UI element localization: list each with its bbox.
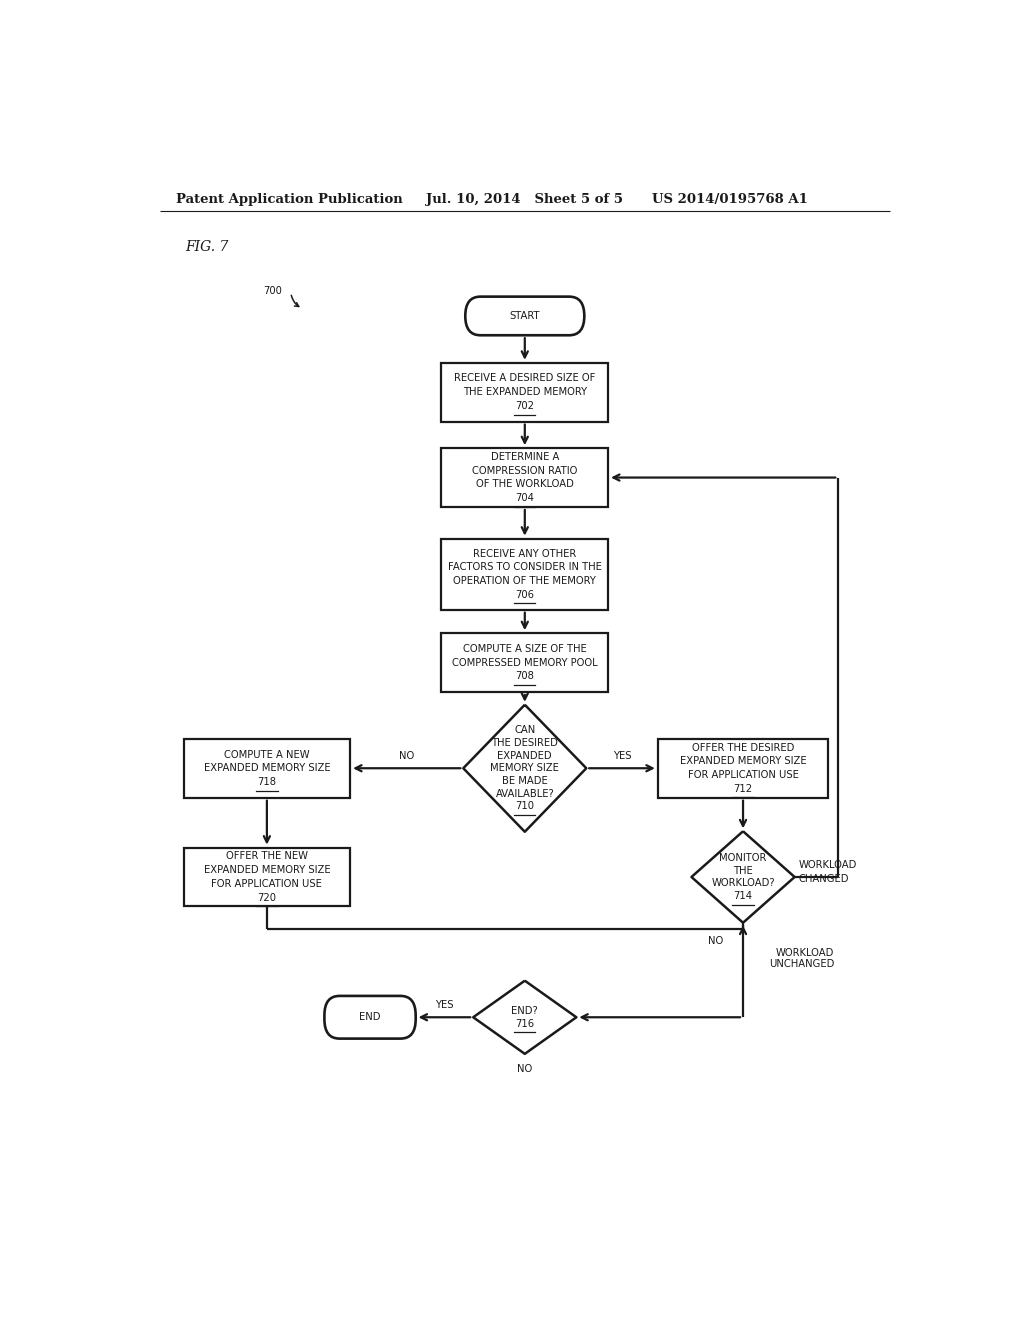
Text: NO: NO	[708, 936, 723, 946]
Bar	[441, 363, 608, 421]
Text: 708: 708	[515, 672, 535, 681]
Text: AVAILABLE?: AVAILABLE?	[496, 788, 554, 799]
Text: RECEIVE A DESIRED SIZE OF: RECEIVE A DESIRED SIZE OF	[454, 374, 596, 383]
Text: WORKLOAD
UNCHANGED: WORKLOAD UNCHANGED	[769, 948, 835, 969]
Text: 720: 720	[257, 892, 276, 903]
Text: CAN: CAN	[514, 725, 536, 735]
Bar	[183, 847, 350, 907]
Text: THE EXPANDED MEMORY: THE EXPANDED MEMORY	[463, 387, 587, 397]
Text: Jul. 10, 2014   Sheet 5 of 5: Jul. 10, 2014 Sheet 5 of 5	[426, 193, 623, 206]
Text: OFFER THE DESIRED: OFFER THE DESIRED	[692, 743, 795, 752]
Text: EXPANDED MEMORY SIZE: EXPANDED MEMORY SIZE	[204, 763, 330, 774]
Text: COMPUTE A NEW: COMPUTE A NEW	[224, 750, 309, 759]
Text: 712: 712	[733, 784, 753, 793]
Text: END: END	[359, 1012, 381, 1022]
Text: FACTORS TO CONSIDER IN THE: FACTORS TO CONSIDER IN THE	[447, 562, 602, 573]
Text: MEMORY SIZE: MEMORY SIZE	[490, 763, 559, 774]
Text: DETERMINE A: DETERMINE A	[490, 451, 559, 462]
Text: RECEIVE ANY OTHER: RECEIVE ANY OTHER	[473, 549, 577, 558]
Bar	[657, 739, 828, 797]
Text: 706: 706	[515, 590, 535, 599]
Text: NO: NO	[517, 1064, 532, 1074]
FancyBboxPatch shape	[465, 297, 585, 335]
Text: MONITOR: MONITOR	[719, 853, 767, 863]
Text: COMPUTE A SIZE OF THE: COMPUTE A SIZE OF THE	[463, 644, 587, 653]
Text: THE: THE	[733, 866, 753, 875]
FancyBboxPatch shape	[325, 995, 416, 1039]
Text: US 2014/0195768 A1: US 2014/0195768 A1	[652, 193, 808, 206]
Text: BE MADE: BE MADE	[502, 776, 548, 785]
Text: 704: 704	[515, 494, 535, 503]
Text: EXPANDED MEMORY SIZE: EXPANDED MEMORY SIZE	[204, 865, 330, 875]
Text: EXPANDED: EXPANDED	[498, 751, 552, 760]
Text: 718: 718	[257, 777, 276, 787]
Text: 700: 700	[263, 285, 282, 296]
Text: COMPRESSED MEMORY POOL: COMPRESSED MEMORY POOL	[452, 657, 598, 668]
Text: THE DESIRED: THE DESIRED	[492, 738, 558, 748]
Text: START: START	[510, 312, 540, 321]
Text: END?: END?	[511, 1006, 539, 1016]
Text: OF THE WORKLOAD: OF THE WORKLOAD	[476, 479, 573, 490]
Text: OFFER THE NEW: OFFER THE NEW	[226, 851, 308, 862]
Text: NO: NO	[399, 751, 415, 762]
Text: COMPRESSION RATIO: COMPRESSION RATIO	[472, 466, 578, 475]
Text: CHANGED: CHANGED	[799, 874, 849, 884]
Text: WORKLOAD: WORKLOAD	[799, 859, 857, 870]
Text: Patent Application Publication: Patent Application Publication	[176, 193, 402, 206]
Text: FOR APPLICATION USE: FOR APPLICATION USE	[687, 770, 799, 780]
Text: FOR APPLICATION USE: FOR APPLICATION USE	[211, 879, 323, 888]
Text: 714: 714	[733, 891, 753, 902]
Text: YES: YES	[435, 1001, 454, 1010]
Text: WORKLOAD?: WORKLOAD?	[712, 878, 775, 888]
Text: OPERATION OF THE MEMORY: OPERATION OF THE MEMORY	[454, 576, 596, 586]
Bar	[441, 634, 608, 692]
Bar	[183, 739, 350, 797]
Text: YES: YES	[612, 751, 631, 762]
Text: 710: 710	[515, 801, 535, 812]
Bar	[441, 539, 608, 610]
Text: FIG. 7: FIG. 7	[185, 240, 228, 253]
Text: EXPANDED MEMORY SIZE: EXPANDED MEMORY SIZE	[680, 756, 806, 767]
Text: 716: 716	[515, 1019, 535, 1028]
Bar	[441, 447, 608, 507]
Text: 702: 702	[515, 401, 535, 411]
